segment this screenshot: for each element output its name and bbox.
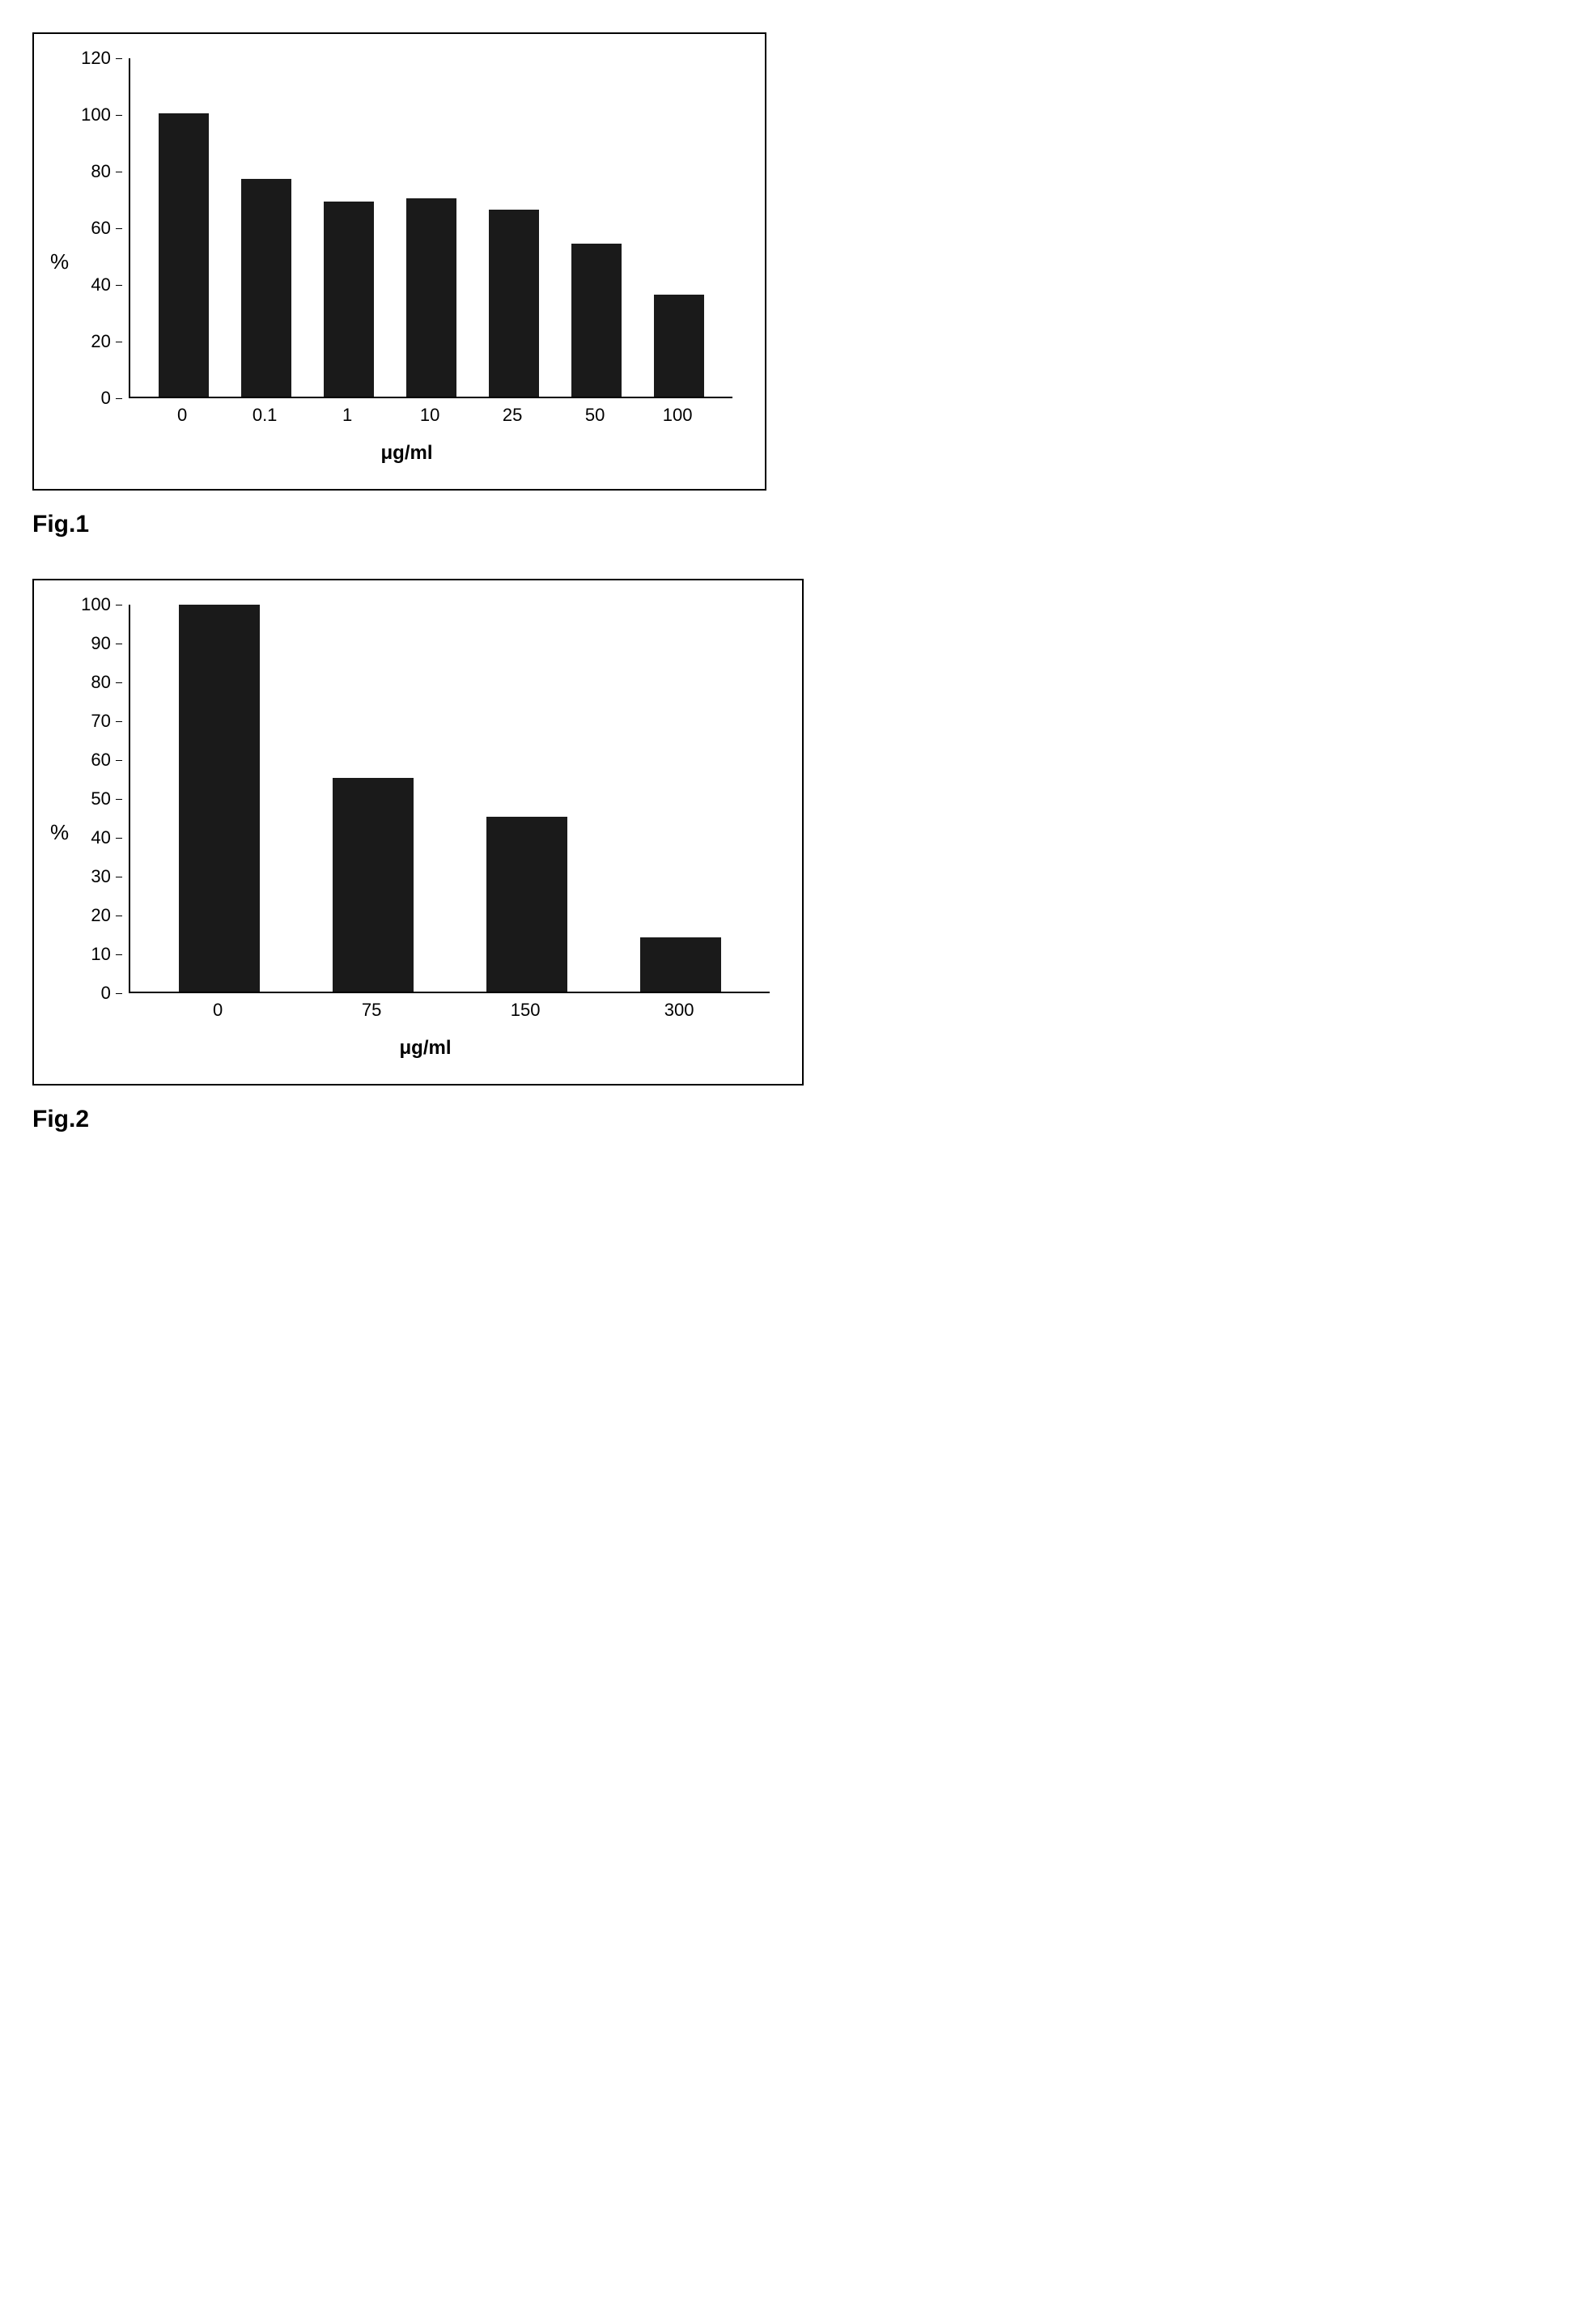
y-tick-mark — [116, 993, 122, 994]
bar — [640, 937, 721, 992]
bar — [324, 202, 374, 397]
x-tick-label: 300 — [602, 1000, 756, 1021]
y-tick-label: 10 — [91, 944, 110, 965]
figure-2-x-axis-title: μg/ml — [81, 1037, 770, 1060]
figure-2-y-axis: 1009080706050403020100 — [81, 605, 129, 993]
y-tick-label: 70 — [91, 711, 110, 732]
bar — [654, 295, 704, 397]
bar — [179, 605, 260, 992]
y-tick-label: 120 — [81, 48, 111, 69]
figure-1-plot-wrapper: 120100806040200 00.11102550100 μg/ml — [81, 58, 732, 465]
figure-1-chart-box: % 120 100 80 60 40 20 0 00.11102550100 μg/ml — [32, 32, 766, 491]
x-tick-label: 0 — [141, 1000, 295, 1021]
x-tick-label: 75 — [295, 1000, 448, 1021]
y-tick-mark — [116, 838, 122, 839]
y-tick-label: 40 — [91, 827, 110, 848]
figure-2-plot-wrapper: 1009080706050403020100 075150300 μg/ml — [81, 605, 770, 1060]
bar — [486, 817, 567, 992]
y-tick-label: 20 — [91, 331, 110, 352]
y-tick-label: 90 — [91, 633, 110, 654]
x-tick-label: 0.1 — [223, 405, 306, 426]
figure-1-x-spacer — [81, 405, 129, 426]
bar-slot — [390, 58, 473, 397]
y-tick-mark — [116, 799, 122, 800]
figure-2-bars-area — [129, 605, 770, 993]
y-tick-mark — [116, 682, 122, 683]
y-tick-label: 80 — [91, 161, 110, 182]
figure-1-x-labels: 00.11102550100 — [129, 405, 731, 426]
figure-2-y-axis-label: % — [50, 820, 69, 845]
y-tick-label: 20 — [91, 905, 110, 926]
y-tick-mark — [116, 228, 122, 229]
figure-1-plot-area: 120100806040200 — [81, 58, 732, 398]
bar-slot — [450, 605, 604, 992]
x-tick-label: 150 — [448, 1000, 602, 1021]
x-tick-label: 50 — [554, 405, 636, 426]
figure-1-y-axis-label: % — [50, 249, 69, 274]
figure-2-container: % 1009080706050403020100 075150300 μg/ml… — [32, 579, 1564, 1133]
figure-2-plot-area: 1009080706050403020100 — [81, 605, 770, 993]
y-tick-label: 60 — [91, 218, 110, 239]
y-tick-label: 80 — [91, 672, 110, 693]
y-tick-mark — [116, 954, 122, 955]
y-tick-label: 50 — [91, 788, 110, 809]
figure-2-x-spacer — [81, 1000, 129, 1021]
figure-2-x-axis: 075150300 — [81, 1000, 770, 1021]
y-tick-label: 30 — [91, 866, 110, 887]
y-tick-mark — [116, 58, 122, 59]
bar-slot — [473, 58, 555, 397]
figure-1-x-axis: 00.11102550100 — [81, 405, 732, 426]
y-tick-label: 100 — [81, 104, 111, 125]
bar-slot — [296, 605, 450, 992]
bar-slot — [308, 58, 390, 397]
bar — [406, 198, 456, 397]
y-tick-mark — [116, 721, 122, 722]
y-tick-mark — [116, 760, 122, 761]
bar-slot — [555, 58, 638, 397]
figure-1-y-axis: 120100806040200 — [81, 58, 129, 398]
figure-2-x-labels: 075150300 — [129, 1000, 768, 1021]
y-tick-label: 40 — [91, 274, 110, 295]
y-tick-mark — [116, 115, 122, 116]
bar — [333, 778, 414, 992]
x-tick-label: 0 — [141, 405, 223, 426]
figure-1-label: Fig.1 — [32, 511, 1564, 538]
bar-slot — [142, 605, 296, 992]
bar-slot — [225, 58, 308, 397]
figure-2-label: Fig.2 — [32, 1106, 1564, 1133]
bar — [159, 113, 209, 397]
x-tick-label: 100 — [636, 405, 719, 426]
figure-1-container: % 120 100 80 60 40 20 0 00.11102550100 μg/ml F… — [32, 32, 1564, 538]
figure-2-chart-box: % 1009080706050403020100 075150300 μg/ml — [32, 579, 804, 1086]
x-tick-label: 25 — [471, 405, 554, 426]
x-tick-label: 10 — [388, 405, 471, 426]
bar — [571, 244, 622, 397]
y-tick-mark — [116, 398, 122, 399]
x-tick-label: 1 — [306, 405, 388, 426]
figure-1-bars-area — [129, 58, 732, 398]
bar-slot — [604, 605, 758, 992]
y-tick-label: 100 — [81, 594, 111, 615]
bar-slot — [638, 58, 720, 397]
figure-2-chart-inner: % 1009080706050403020100 075150300 μg/ml — [50, 605, 770, 1060]
bar — [489, 210, 539, 397]
y-tick-mark — [116, 285, 122, 286]
figure-1-x-axis-title: μg/ml — [81, 442, 732, 465]
figure-1-chart-inner: % 120100806040200 00.11102550100 μg/ml — [50, 58, 732, 465]
y-tick-label: 60 — [91, 750, 110, 771]
bar-slot — [142, 58, 225, 397]
bar — [241, 179, 291, 397]
